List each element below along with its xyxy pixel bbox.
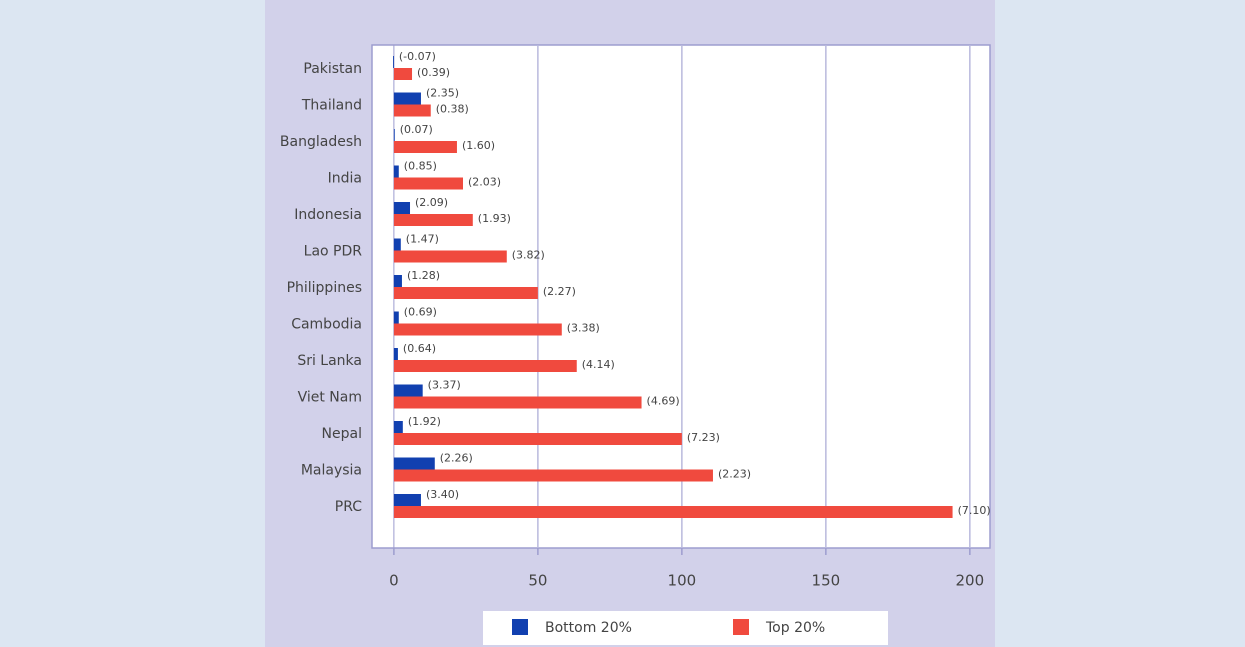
bar-label: (0.85) — [404, 160, 437, 173]
bar — [393, 469, 713, 482]
bar-label: (1.28) — [407, 269, 440, 282]
legend-label: Bottom 20% — [545, 620, 632, 636]
x-tick-label: 50 — [528, 572, 547, 590]
bar-label: (1.60) — [462, 139, 495, 152]
bar-label: (7.10) — [958, 504, 991, 517]
bar-label: (0.69) — [404, 306, 437, 319]
category-label: PRC — [335, 499, 362, 515]
bar-label: (2.26) — [440, 452, 473, 465]
bar-label: (1.93) — [478, 212, 511, 225]
x-tick-label: 150 — [812, 572, 841, 590]
bar-label: (2.09) — [415, 196, 448, 209]
bar-label: (2.27) — [543, 285, 576, 298]
bar — [393, 421, 403, 433]
bar — [393, 311, 399, 324]
bar — [393, 494, 421, 506]
legend-swatch — [733, 619, 749, 635]
bar — [393, 433, 682, 445]
category-label: Cambodia — [291, 317, 362, 333]
category-label: India — [328, 171, 362, 187]
legend-swatch — [512, 619, 528, 635]
bar — [393, 68, 413, 80]
bar-label: (2.03) — [468, 176, 501, 189]
bar — [393, 275, 402, 287]
bar-label: (3.37) — [428, 379, 461, 392]
bar-label: (2.35) — [426, 87, 459, 100]
legend-box — [483, 611, 888, 645]
bar-label: (0.38) — [436, 103, 469, 116]
bar-label: (4.14) — [582, 358, 615, 371]
bar — [393, 56, 394, 68]
bar — [393, 287, 538, 299]
bar — [393, 177, 464, 190]
category-label: Viet Nam — [298, 390, 362, 406]
bar — [393, 141, 457, 153]
bar-label: (0.07) — [400, 123, 433, 136]
bar — [393, 129, 395, 141]
category-label: Malaysia — [301, 463, 362, 479]
bar — [393, 92, 421, 105]
bar — [393, 238, 401, 251]
bar-label: (3.82) — [512, 249, 545, 262]
bar — [393, 396, 642, 409]
bar — [393, 506, 953, 518]
bar — [393, 250, 507, 263]
x-tick-label: 0 — [389, 572, 399, 590]
category-label: Lao PDR — [304, 244, 363, 260]
category-label: Thailand — [301, 98, 362, 114]
category-label: Philippines — [287, 280, 362, 296]
bar — [393, 165, 399, 178]
bar-label: (3.40) — [426, 488, 459, 501]
bar-label: (-0.07) — [399, 50, 436, 63]
category-label: Indonesia — [294, 207, 362, 223]
bar — [393, 104, 431, 117]
bar-label: (1.47) — [406, 233, 439, 246]
bar — [393, 384, 423, 397]
category-label: Nepal — [322, 426, 362, 442]
bar — [393, 214, 473, 226]
bar — [393, 202, 411, 214]
bar — [393, 323, 562, 336]
bar-label: (0.64) — [403, 342, 436, 355]
bar-label: (3.38) — [567, 322, 600, 335]
x-tick-label: 100 — [668, 572, 697, 590]
bar-label: (0.39) — [417, 66, 450, 79]
bar — [393, 457, 435, 470]
x-tick-label: 200 — [956, 572, 985, 590]
bar — [393, 360, 577, 372]
legend-label: Top 20% — [765, 620, 825, 636]
bar-label: (7.23) — [687, 431, 720, 444]
bar-label: (4.69) — [647, 395, 680, 408]
bar-label: (2.23) — [718, 468, 751, 481]
category-label: Bangladesh — [280, 134, 362, 150]
bar — [393, 348, 398, 360]
category-label: Pakistan — [303, 61, 362, 77]
category-label: Sri Lanka — [297, 353, 362, 369]
bar-label: (1.92) — [408, 415, 441, 428]
